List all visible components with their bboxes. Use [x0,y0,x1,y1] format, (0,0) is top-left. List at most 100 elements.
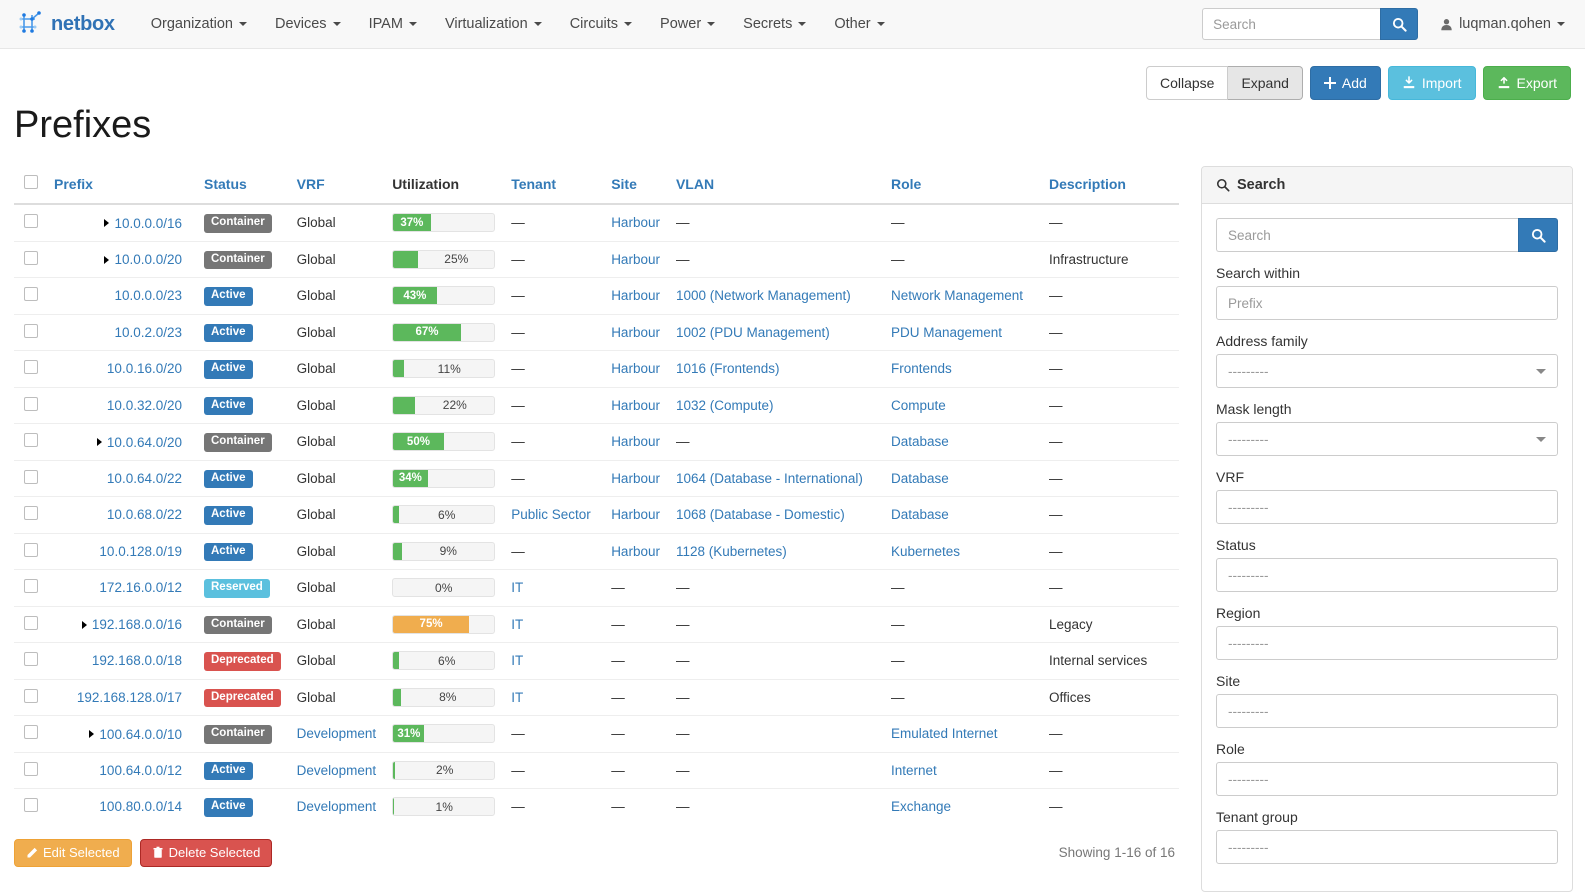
filter-field-input[interactable]: Prefix [1216,286,1558,320]
tenant-cell-value[interactable]: IT [511,580,524,596]
site-cell-value[interactable]: Harbour [611,507,660,523]
tenant-cell-value[interactable]: Public Sector [511,507,591,523]
row-checkbox[interactable] [24,652,38,667]
prefix-link[interactable]: 192.168.0.0/18 [91,653,182,669]
role-cell-value[interactable]: Frontends [890,361,952,377]
row-checkbox[interactable] [24,250,38,265]
prefix-link[interactable]: 10.0.64.0/22 [106,470,182,486]
nav-item-power[interactable]: Power [646,8,729,40]
vlan-cell-value[interactable]: 1064 (Database - International) [675,470,863,486]
expand-toggle-icon[interactable] [104,255,110,264]
role-cell-value[interactable]: Internet [890,762,937,778]
nav-item-ipam[interactable]: IPAM [355,8,431,40]
sidebar-search-input[interactable] [1216,218,1518,252]
brand-logo[interactable]: netbox [12,10,115,39]
select-all-checkbox[interactable] [24,175,38,189]
vlan-cell-value[interactable]: 1000 (Network Management) [675,288,851,304]
filter-field-input[interactable]: --------- [1216,762,1558,796]
filter-field-input[interactable]: --------- [1216,626,1558,660]
site-cell-value[interactable]: Harbour [611,288,660,304]
nav-item-organization[interactable]: Organization [137,8,261,40]
vrf-cell-value[interactable]: Development [296,799,377,815]
row-checkbox[interactable] [24,542,38,557]
role-cell-value[interactable]: Exchange [890,799,952,815]
prefix-link[interactable]: 172.16.0.0/12 [99,580,182,596]
filter-field-input[interactable]: --------- [1216,422,1558,456]
row-checkbox[interactable] [24,323,38,338]
header-site[interactable]: Site [603,166,668,205]
prefix-link[interactable]: 100.64.0.0/12 [99,762,182,778]
row-checkbox[interactable] [24,725,38,740]
header-description[interactable]: Description [1040,166,1179,205]
row-checkbox[interactable] [24,688,38,703]
role-cell-value[interactable]: Database [890,470,949,486]
tenant-cell-value[interactable]: IT [511,616,524,632]
export-button[interactable]: Export [1482,66,1571,100]
site-cell-value[interactable]: Harbour [611,397,660,413]
prefix-link[interactable]: 100.80.0.0/14 [99,799,182,815]
expand-toggle-icon[interactable] [81,620,87,629]
global-search-input[interactable] [1202,8,1381,40]
prefix-link[interactable]: 10.0.0.0/16 [114,215,182,231]
role-cell-value[interactable]: Kubernetes [890,543,961,559]
header-status[interactable]: Status [196,166,289,205]
header-vrf[interactable]: VRF [288,166,385,205]
nav-item-virtualization[interactable]: Virtualization [431,8,556,40]
row-checkbox[interactable] [24,287,38,302]
nav-item-other[interactable]: Other [820,8,898,40]
header-role[interactable]: Role [882,166,1041,205]
filter-field-input[interactable]: --------- [1216,558,1558,592]
expand-toggle-icon[interactable] [96,438,102,446]
prefix-link[interactable]: 10.0.128.0/19 [99,543,182,559]
sidebar-search-button[interactable] [1518,218,1558,252]
role-cell-value[interactable]: Network Management [890,288,1024,304]
row-checkbox[interactable] [24,506,38,521]
role-cell-value[interactable]: PDU Management [890,324,1003,340]
collapse-button[interactable]: Collapse [1145,66,1229,100]
vlan-cell-value[interactable]: 1068 (Database - Domestic) [675,507,845,523]
prefix-link[interactable]: 192.168.0.0/16 [91,617,182,632]
row-checkbox[interactable] [24,433,38,448]
delete-selected-button[interactable]: Delete Selected [139,838,273,867]
filter-field-input[interactable]: --------- [1216,830,1558,864]
site-cell-value[interactable]: Harbour [611,434,660,450]
edit-selected-button[interactable]: Edit Selected [14,838,132,867]
expand-button[interactable]: Expand [1228,66,1303,100]
site-cell-value[interactable]: Harbour [611,361,660,377]
prefix-link[interactable]: 10.0.68.0/22 [106,507,182,523]
add-button[interactable]: Add [1309,66,1381,100]
header-vlan[interactable]: VLAN [667,166,883,205]
prefix-link[interactable]: 10.0.0.0/20 [114,252,182,267]
tenant-cell-value[interactable]: IT [511,689,524,705]
header-prefix[interactable]: Prefix [46,166,196,205]
user-menu[interactable]: luqman.qohen [1440,16,1565,32]
prefix-link[interactable]: 100.64.0.0/10 [99,726,182,742]
nav-item-devices[interactable]: Devices [261,8,355,40]
tenant-cell-value[interactable]: IT [511,653,524,669]
prefix-link[interactable]: 10.0.32.0/20 [106,397,182,413]
nav-item-secrets[interactable]: Secrets [729,8,820,40]
expand-toggle-icon[interactable] [104,219,110,227]
role-cell-value[interactable]: Emulated Internet [890,726,998,742]
vlan-cell-value[interactable]: 1032 (Compute) [675,397,774,413]
filter-field-input[interactable]: --------- [1216,694,1558,728]
row-checkbox[interactable] [24,469,38,484]
vlan-cell-value[interactable]: 1128 (Kubernetes) [675,543,787,559]
row-checkbox[interactable] [24,360,38,375]
header-tenant[interactable]: Tenant [503,166,604,205]
role-cell-value[interactable]: Compute [890,397,946,413]
filter-field-input[interactable]: --------- [1216,354,1558,388]
row-checkbox[interactable] [24,615,38,630]
prefix-link[interactable]: 10.0.16.0/20 [106,361,182,377]
site-cell-value[interactable]: Harbour [611,215,660,231]
row-checkbox[interactable] [24,579,38,594]
prefix-link[interactable]: 10.0.2.0/23 [114,324,182,340]
prefix-link[interactable]: 192.168.128.0/17 [76,689,182,705]
site-cell-value[interactable]: Harbour [611,543,660,559]
vlan-cell-value[interactable]: 1002 (PDU Management) [675,324,830,340]
global-search-button[interactable] [1380,8,1419,40]
import-button[interactable]: Import [1387,66,1476,100]
nav-item-circuits[interactable]: Circuits [556,8,646,40]
expand-toggle-icon[interactable] [89,730,95,738]
vrf-cell-value[interactable]: Development [296,726,377,742]
